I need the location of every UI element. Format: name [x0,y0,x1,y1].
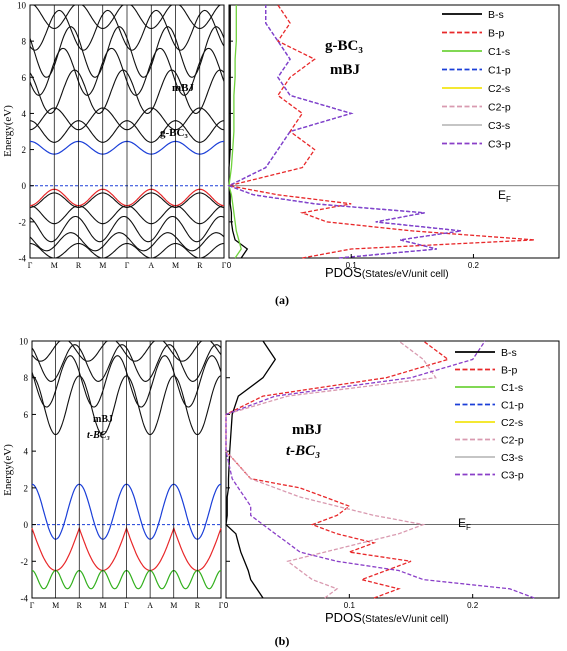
band-material-a: g-BC₃ [160,127,188,139]
panel-b: -4 -2 0 2 4 6 8 10 Γ M R M Γ A M R Γ Energy(eV) mBJ t-B… [2,337,560,648]
k-point-label: Γ [30,601,35,610]
panel-label-b: (b) [275,634,290,648]
band-method-a: mBJ [172,82,195,94]
k-point-label: M [170,601,177,610]
legend-label: B-p [501,365,518,377]
legend-label: C3-s [501,452,523,464]
pdos-series-b-s [225,340,277,599]
pdos-series-c2-p [225,340,437,599]
y-tick-label: 10 [19,337,29,347]
k-point-label: R [195,601,201,610]
k-point-label: M [51,261,58,270]
pdos-series-b-p [228,4,535,259]
legend-label: C2-p [501,435,524,447]
band-material-b: t-BC₃ [87,430,110,441]
y-tick-label: 6 [24,410,29,420]
y-tick-label: -2 [19,217,27,227]
pdos-frame-a [228,4,560,259]
legend-label: B-p [488,28,505,40]
k-point-label: A [148,261,154,270]
band-method-b: mBJ [93,414,113,425]
x-tick-label: 0.1 [344,601,356,610]
pdos-material-b: t-BC₃ [286,443,320,459]
y-tick-label: -4 [19,254,27,264]
k-point-label: Γ [124,601,129,610]
pdos-method-a: mBJ [330,62,361,78]
k-point-label: M [52,601,59,610]
x-axis-label-b: PDOS(States/eV/unit cell) [325,610,449,625]
k-point-label: R [76,261,82,270]
pdos-lines-b [225,340,559,599]
legend-b: B-s B-p C1-s C1-p C2-s C2-p C3-s C3-p [455,347,524,482]
x-tick-label: 0 [227,261,232,270]
k-point-label: Γ [28,261,33,270]
fermi-label-a: EF [498,188,511,204]
k-point-label: Γ [222,261,227,270]
panel-label-a: (a) [275,293,289,307]
x-tick-label: 0 [224,601,229,610]
k-point-label: M [172,261,179,270]
k-point-label: R [197,261,203,270]
pdos-series-c3-p [227,5,462,259]
x-tick-label: 0.2 [467,601,479,610]
legend-label: C3-p [501,470,524,482]
x-ticks-a: 0 0.1 0.2 [227,254,480,270]
legend-label: C1-p [488,65,511,77]
pdos-series-c3-p [225,340,535,599]
pdos-frame-b [225,340,560,599]
legend-label: B-s [501,347,517,359]
y-axis-label-b: Energy(eV) [2,444,14,496]
y-axis-label-a: Energy(eV) [2,105,14,157]
legend-a: B-s B-p C1-s C1-p C2-s C2-p C3-s C3-p [442,9,511,151]
y-tick-label: -2 [21,557,29,567]
y-tick-label: 10 [17,1,27,11]
y-tick-label: 2 [24,483,29,493]
k-point-label: M [99,261,106,270]
k-point-label: A [147,601,153,610]
x-axis-label-a: PDOS(States/eV/unit cell) [325,265,449,280]
y-tick-label: 8 [24,373,29,383]
y-tick-label: 0 [24,520,29,530]
legend-label: C3-s [488,120,510,132]
y-tick-label: 4 [22,109,27,119]
x-tick-label: 0.1 [346,261,358,270]
y-tick-label: 8 [22,37,27,47]
x-ticks-b: 0 0.1 0.2 [224,594,479,610]
pdos-method-b: mBJ [292,422,323,438]
legend-label: C2-s [501,417,523,429]
legend-label: C1-s [488,46,510,58]
legend-label: C3-p [488,139,511,151]
y-tick-label: 6 [22,73,27,83]
pdos-series-c1-s [228,5,242,259]
pdos-series-b-s [228,5,249,259]
k-point-label: M [99,601,106,610]
y-ticks-b: -4 -2 0 2 4 6 8 10 [19,337,230,604]
legend-label: B-s [488,9,504,21]
panel-a: -4 -2 0 2 4 6 8 10 Γ M R M Γ A M R Γ Energy(eV) mBJ g-B… [2,1,560,307]
legend-label: C1-p [501,400,524,412]
y-tick-label: 2 [22,145,27,155]
y-tick-label: 4 [24,447,29,457]
legend-label: C2-s [488,83,510,95]
pdos-material-a: g-BC₃ [325,38,363,54]
legend-label: C2-p [488,102,511,114]
k-point-label: R [77,601,83,610]
y-tick-label: -4 [21,594,29,604]
y-tick-label: 0 [22,181,27,191]
x-tick-label: 0.2 [468,261,480,270]
fermi-label-b: EF [458,516,471,532]
legend-label: C1-s [501,382,523,394]
k-point-label: Γ [219,601,224,610]
k-point-label: Γ [125,261,130,270]
pdos-lines-a [227,4,559,259]
pdos-series-b-p [225,340,450,599]
